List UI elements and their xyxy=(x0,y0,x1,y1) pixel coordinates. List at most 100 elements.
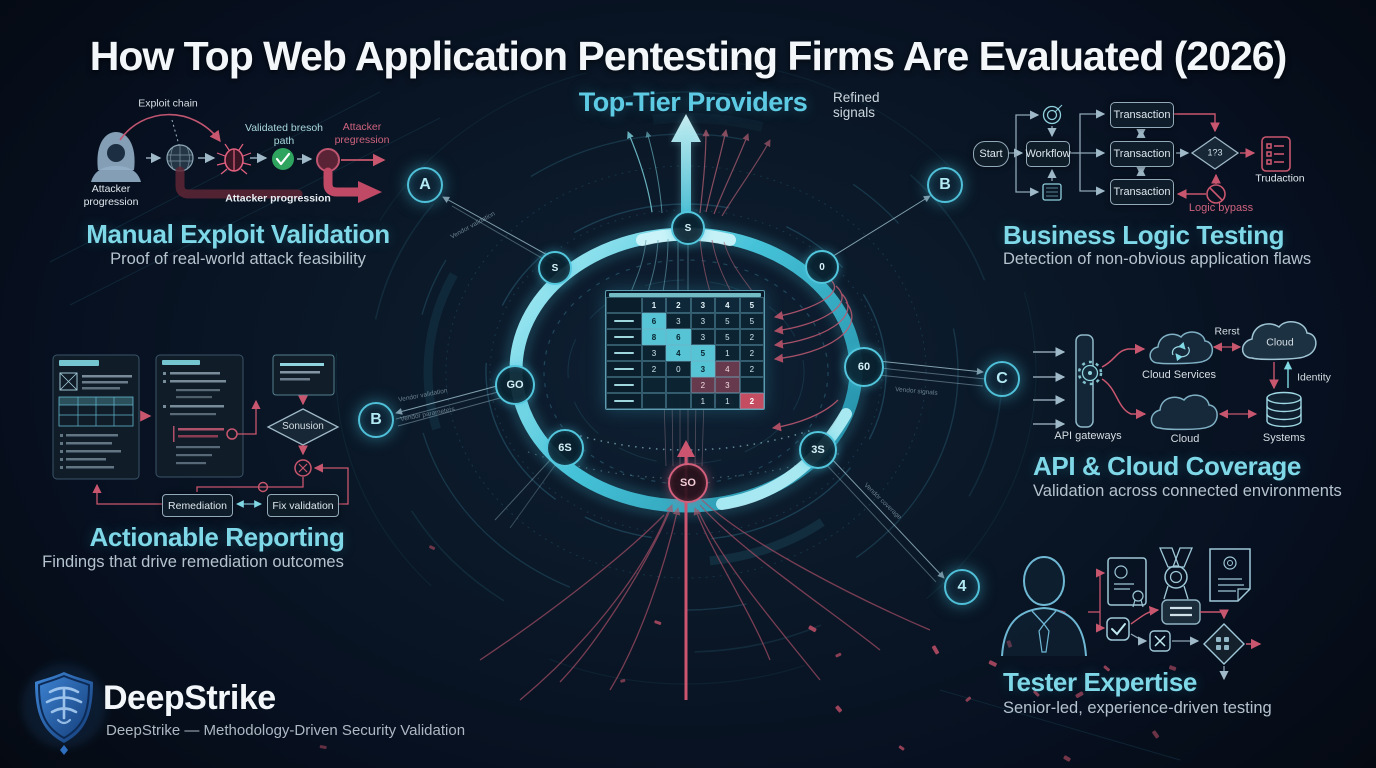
person-icon xyxy=(1001,556,1087,657)
matrix-cell: 2 xyxy=(739,361,765,377)
api-cloud-heading: API & Cloud Coverage xyxy=(1033,451,1301,481)
matrix-cell xyxy=(641,393,667,409)
matrix-cell xyxy=(641,377,667,393)
background-lines xyxy=(49,91,1181,761)
exploit-sphere-icon xyxy=(166,144,194,172)
api-gateways-label: API gateways xyxy=(1054,430,1122,443)
reporting-subtitle: Findings that drive remediation outcomes xyxy=(42,553,344,571)
matrix-cell: 3 xyxy=(690,361,716,377)
ring-node-upper-left: S xyxy=(538,251,572,285)
target-icon xyxy=(1042,104,1063,125)
matrix-cell: 0 xyxy=(666,361,691,377)
matrix-cell: 1 xyxy=(715,393,740,409)
reporting-heading: Actionable Reporting xyxy=(89,522,345,552)
matrix-cell: 1 xyxy=(715,345,740,361)
reporting-diagram xyxy=(52,354,349,508)
badge-a: A xyxy=(407,167,443,203)
matrix-cell: 8 xyxy=(641,329,667,345)
mini-panel xyxy=(272,354,335,396)
medal-icon xyxy=(1159,547,1193,600)
report-panel-1 xyxy=(52,354,140,480)
badge-4: 4 xyxy=(944,569,980,605)
ring-node-bottom: SO xyxy=(668,463,708,503)
fix-validation-box: Fix validation xyxy=(267,494,339,517)
brand-tagline: DeepStrike — Methodology-Driven Security… xyxy=(106,722,466,739)
badge-b-right: B xyxy=(927,167,963,203)
matrix-cell xyxy=(666,393,691,409)
check-icon xyxy=(272,148,294,170)
business-heading: Business Logic Testing xyxy=(1003,220,1285,250)
systems-db-icon xyxy=(1266,391,1302,428)
cloud-bottom-label: Cloud xyxy=(1170,433,1200,446)
ring-node-upper-right: 0 xyxy=(805,250,839,284)
cloud-services-icon xyxy=(1149,331,1214,365)
exploit-chain-label: Exploit chain xyxy=(138,97,198,110)
manual-subtitle: Proof of real-world attack feasibility xyxy=(110,250,366,268)
matrix-cell xyxy=(666,377,691,393)
ring-node-lower-right: 3S xyxy=(799,431,837,469)
attacker-progression-red-label: Attacker pregression xyxy=(334,120,390,146)
matrix-cell: 5 xyxy=(715,313,740,329)
identity-label: Identity xyxy=(1297,371,1331,384)
top-flows xyxy=(627,114,771,293)
matrix-cell: 3 xyxy=(715,377,740,393)
business-subtitle: Detection of non-obvious application fla… xyxy=(1003,250,1312,268)
cloud-top-icon xyxy=(1241,321,1317,361)
ring-node-right: 60 xyxy=(844,347,884,387)
transaction-box-1: Transaction xyxy=(1110,102,1174,128)
rest-label: Rerst xyxy=(1214,325,1240,338)
matrix-cell xyxy=(739,377,765,393)
transaction-doc-icon xyxy=(1261,136,1291,172)
bug-icon xyxy=(216,143,252,175)
cloud-services-label: Cloud Services xyxy=(1142,369,1216,382)
badge-b-left: B xyxy=(358,402,394,438)
systems-label: Systems xyxy=(1262,432,1306,445)
matrix-cell: 4 xyxy=(666,345,691,361)
transaction-box-2: Transaction xyxy=(1110,141,1174,167)
solution-diamond-label: Sonusion xyxy=(282,420,324,432)
matrix-cell: 4 xyxy=(715,361,740,377)
x-box-icon xyxy=(1149,630,1171,652)
matrix-cell: 5 xyxy=(715,329,740,345)
badge-connectors xyxy=(395,195,986,583)
transaction-box-3: Transaction xyxy=(1110,179,1174,205)
attacker-icon xyxy=(91,132,141,182)
diploma-icon xyxy=(1209,548,1251,602)
matrix-cell: 1 xyxy=(690,393,716,409)
matrix-cell: 6 xyxy=(666,329,691,345)
check-box-icon xyxy=(1106,617,1130,641)
center-note: Refined signals xyxy=(833,90,880,120)
matrix-col-header: 5 xyxy=(739,297,765,313)
ring-node-left: GO xyxy=(495,365,535,405)
brand-name: DeepStrike xyxy=(103,679,276,717)
ring-node-top: S xyxy=(671,211,705,245)
logic-bypass-icon xyxy=(1206,184,1226,204)
start-box: Start xyxy=(973,141,1009,167)
matrix-cell: 2 xyxy=(739,393,765,409)
matrix-col-header: 4 xyxy=(715,297,740,313)
business-logic-diagram xyxy=(1007,104,1291,204)
remediation-box: Remediation xyxy=(162,494,233,517)
equals-box xyxy=(1161,599,1201,625)
certificate-icon xyxy=(1107,557,1147,608)
gateway-panel xyxy=(1075,334,1094,428)
matrix-cell: 2 xyxy=(641,361,667,377)
circle-x-icon xyxy=(294,459,312,477)
matrix-cell: 2 xyxy=(690,377,716,393)
page-title: How Top Web Application Pentesting Firms… xyxy=(89,33,1288,79)
matrix-cell: 3 xyxy=(690,329,716,345)
gear-icon xyxy=(1077,360,1103,386)
tester-diagram xyxy=(1001,547,1262,681)
tester-subtitle: Senior-led, experience-driven testing xyxy=(1003,699,1272,717)
deepstrike-logo xyxy=(22,664,106,755)
trudaction-label: Trudaction xyxy=(1255,172,1305,185)
tester-heading: Tester Expertise xyxy=(1003,667,1197,697)
grid-diamond xyxy=(1203,623,1245,665)
manual-heading: Manual Exploit Validation xyxy=(86,219,390,249)
report-panel-2 xyxy=(155,354,244,478)
